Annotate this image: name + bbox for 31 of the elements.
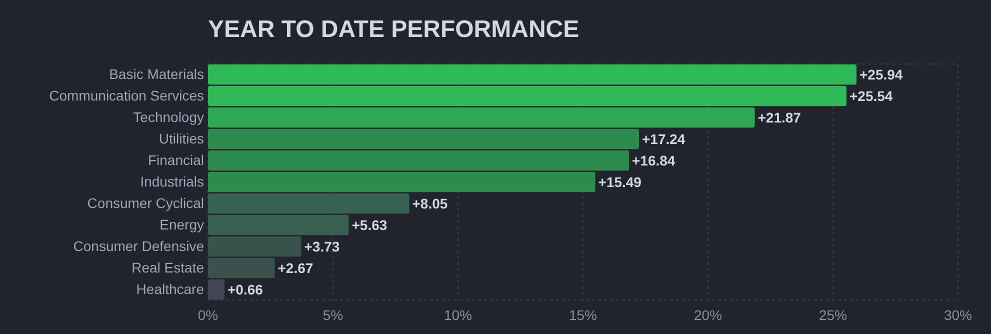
data-label: +17.24 (642, 130, 686, 147)
y-tick-label: Industrials (140, 173, 204, 190)
data-label: +3.73 (304, 238, 340, 254)
bar (208, 107, 755, 128)
x-tick-label: 10% (444, 306, 472, 323)
data-label: +5.63 (352, 216, 388, 233)
x-tick-label: 5% (322, 306, 344, 323)
y-tick-label: Consumer Defensive (73, 238, 204, 254)
chart-title: YEAR TO DATE PERFORMANCE (208, 16, 580, 43)
data-label: +16.84 (632, 152, 676, 168)
data-label: +8.05 (412, 195, 448, 212)
y-tick-label: Basic Materials (109, 66, 204, 82)
y-tick-label: Technology (133, 109, 204, 125)
x-tick-label: 15% (568, 306, 598, 323)
x-tick-label: 0% (198, 306, 218, 323)
y-tick-label: Financial (148, 152, 204, 168)
x-tick-label: 30% (944, 306, 972, 323)
y-tick-label: Real Estate (132, 259, 204, 276)
data-label: +25.54 (850, 88, 893, 104)
data-label: +15.49 (598, 174, 642, 190)
data-label: +0.66 (228, 281, 264, 298)
data-label: +21.87 (758, 109, 802, 126)
y-tick-label: Utilities (158, 130, 204, 146)
data-label: +2.67 (278, 260, 314, 276)
data-label: +25.94 (860, 66, 903, 82)
y-tick-label: Healthcare (136, 280, 204, 297)
x-tick-label: 25% (818, 306, 848, 323)
y-tick-label: Consumer Cyclical (87, 194, 204, 211)
y-tick-label: Communication Services (49, 88, 204, 104)
y-tick-label: Energy (160, 216, 204, 232)
x-tick-label: 20% (694, 306, 722, 323)
